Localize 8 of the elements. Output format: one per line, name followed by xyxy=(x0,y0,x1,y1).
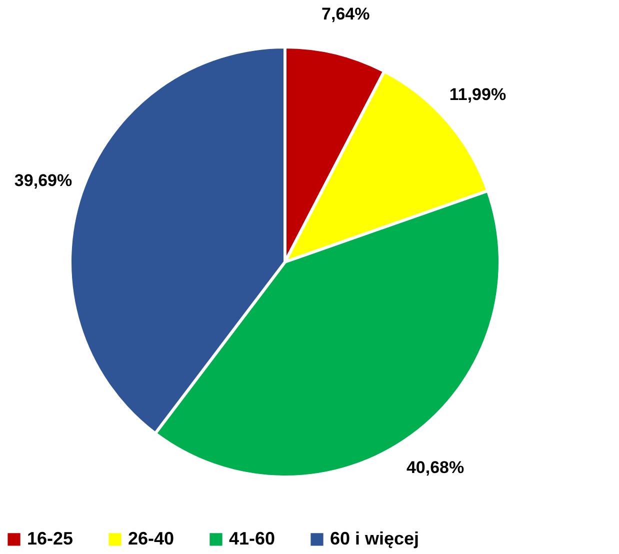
data-label: 11,99% xyxy=(449,84,506,104)
legend-label: 41-60 xyxy=(229,528,276,548)
legend-label: 60 i więcej xyxy=(330,528,420,548)
legend-label: 26-40 xyxy=(128,528,174,548)
data-label: 39,69% xyxy=(14,170,72,190)
data-label: 40,68% xyxy=(406,458,464,478)
legend-label: 16-25 xyxy=(27,528,74,548)
data-label: 7,64% xyxy=(322,4,370,24)
